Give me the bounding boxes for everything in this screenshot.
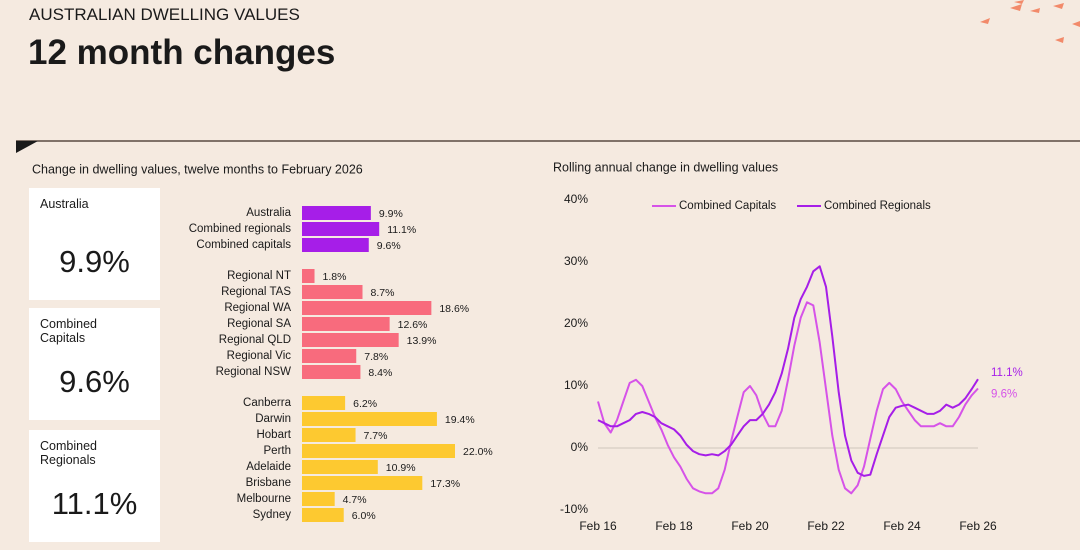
value-label: 13.9% bbox=[407, 335, 437, 347]
x-tick-label: Feb 20 bbox=[731, 519, 769, 533]
value-label: 8.7% bbox=[371, 287, 395, 299]
y-tick-label: 30% bbox=[564, 254, 588, 268]
bar bbox=[302, 412, 437, 426]
end-label: 11.1% bbox=[991, 367, 1023, 379]
bar-label: Sydney bbox=[253, 509, 292, 521]
kpi-card: Australia 9.9% bbox=[29, 188, 160, 300]
value-label: 19.4% bbox=[445, 414, 475, 426]
bar-label: Australia bbox=[246, 207, 291, 219]
bar-label: Combined regionals bbox=[189, 223, 292, 235]
kpi-label: Australia bbox=[40, 197, 89, 211]
bar bbox=[302, 476, 423, 490]
bar-label: Canberra bbox=[243, 397, 292, 409]
bar bbox=[302, 508, 344, 522]
bar-label: Regional SA bbox=[227, 318, 291, 330]
kpi-card: Combined Regionals 11.1% bbox=[29, 430, 160, 542]
bar-label: Regional Vic bbox=[227, 350, 292, 362]
line bbox=[597, 265, 979, 477]
kpi-value: 11.1% bbox=[51, 486, 138, 521]
bar-label: Darwin bbox=[255, 413, 291, 425]
value-label: 12.6% bbox=[398, 319, 428, 331]
value-label: 18.6% bbox=[439, 303, 469, 315]
value-label: 1.8% bbox=[323, 271, 347, 283]
value-label: 17.3% bbox=[430, 478, 460, 490]
bar-label: Perth bbox=[264, 445, 292, 457]
bar-label: Regional TAS bbox=[221, 286, 291, 298]
bar bbox=[302, 349, 357, 363]
y-tick-label: 40% bbox=[564, 192, 588, 206]
bar bbox=[302, 222, 380, 236]
divider-corner bbox=[16, 141, 38, 153]
legend-label: Combined Regionals bbox=[824, 200, 931, 212]
bar bbox=[302, 285, 363, 299]
line-chart-title: Rolling annual change in dwelling values bbox=[553, 160, 778, 174]
bar bbox=[302, 269, 315, 283]
value-label: 10.9% bbox=[386, 462, 416, 474]
bar bbox=[302, 206, 371, 220]
kpi-value: 9.9% bbox=[59, 244, 130, 279]
bar bbox=[302, 396, 346, 410]
bar-label: Regional QLD bbox=[219, 334, 291, 346]
bar-label: Hobart bbox=[256, 429, 291, 441]
bar-label: Combined capitals bbox=[196, 239, 291, 251]
legend-label: Combined Capitals bbox=[679, 200, 776, 212]
bar bbox=[302, 238, 369, 252]
x-tick-label: Feb 18 bbox=[655, 519, 693, 533]
bar-label: Brisbane bbox=[246, 477, 291, 489]
bar bbox=[302, 365, 361, 379]
kpi-label: Combined Capitals bbox=[40, 317, 97, 345]
bar bbox=[302, 460, 378, 474]
y-tick-label: 20% bbox=[564, 316, 588, 330]
page-title: 12 month changes bbox=[28, 33, 336, 72]
bar-label: Regional NSW bbox=[216, 366, 292, 378]
x-tick-label: Feb 16 bbox=[579, 519, 617, 533]
y-tick-label: 10% bbox=[564, 378, 588, 392]
decoration bbox=[980, 0, 1080, 43]
bar-chart-title: Change in dwelling values, twelve months… bbox=[32, 162, 363, 176]
bar-label: Regional NT bbox=[227, 270, 291, 282]
kpi-card: Combined Capitals 9.6% bbox=[29, 308, 160, 420]
value-label: 9.6% bbox=[377, 240, 401, 252]
line bbox=[597, 301, 979, 495]
bar-label: Adelaide bbox=[246, 461, 291, 473]
value-label: 22.0% bbox=[463, 446, 493, 458]
kpi-label: Combined Regionals bbox=[40, 439, 97, 467]
y-tick-label: 0% bbox=[571, 440, 589, 454]
x-tick-label: Feb 26 bbox=[959, 519, 997, 533]
kicker: AUSTRALIAN DWELLING VALUES bbox=[29, 5, 300, 24]
y-tick-label: -10% bbox=[560, 502, 588, 516]
bar-label: Regional WA bbox=[224, 302, 291, 314]
value-label: 7.7% bbox=[364, 430, 388, 442]
value-label: 11.1% bbox=[387, 224, 416, 236]
x-tick-label: Feb 24 bbox=[883, 519, 921, 533]
bar bbox=[302, 444, 455, 458]
end-label: 9.6% bbox=[991, 389, 1017, 401]
bar-label: Melbourne bbox=[237, 493, 291, 505]
x-tick-label: Feb 22 bbox=[807, 519, 845, 533]
bar bbox=[302, 301, 432, 315]
bar bbox=[302, 492, 335, 506]
value-label: 8.4% bbox=[368, 367, 392, 379]
value-label: 7.8% bbox=[364, 351, 388, 363]
value-label: 9.9% bbox=[379, 208, 403, 220]
kpi-value: 9.6% bbox=[59, 364, 130, 399]
value-label: 6.0% bbox=[352, 510, 376, 522]
value-label: 6.2% bbox=[353, 398, 377, 410]
bar bbox=[302, 317, 390, 331]
value-label: 4.7% bbox=[343, 494, 367, 506]
bar bbox=[302, 333, 399, 347]
bar bbox=[302, 428, 356, 442]
